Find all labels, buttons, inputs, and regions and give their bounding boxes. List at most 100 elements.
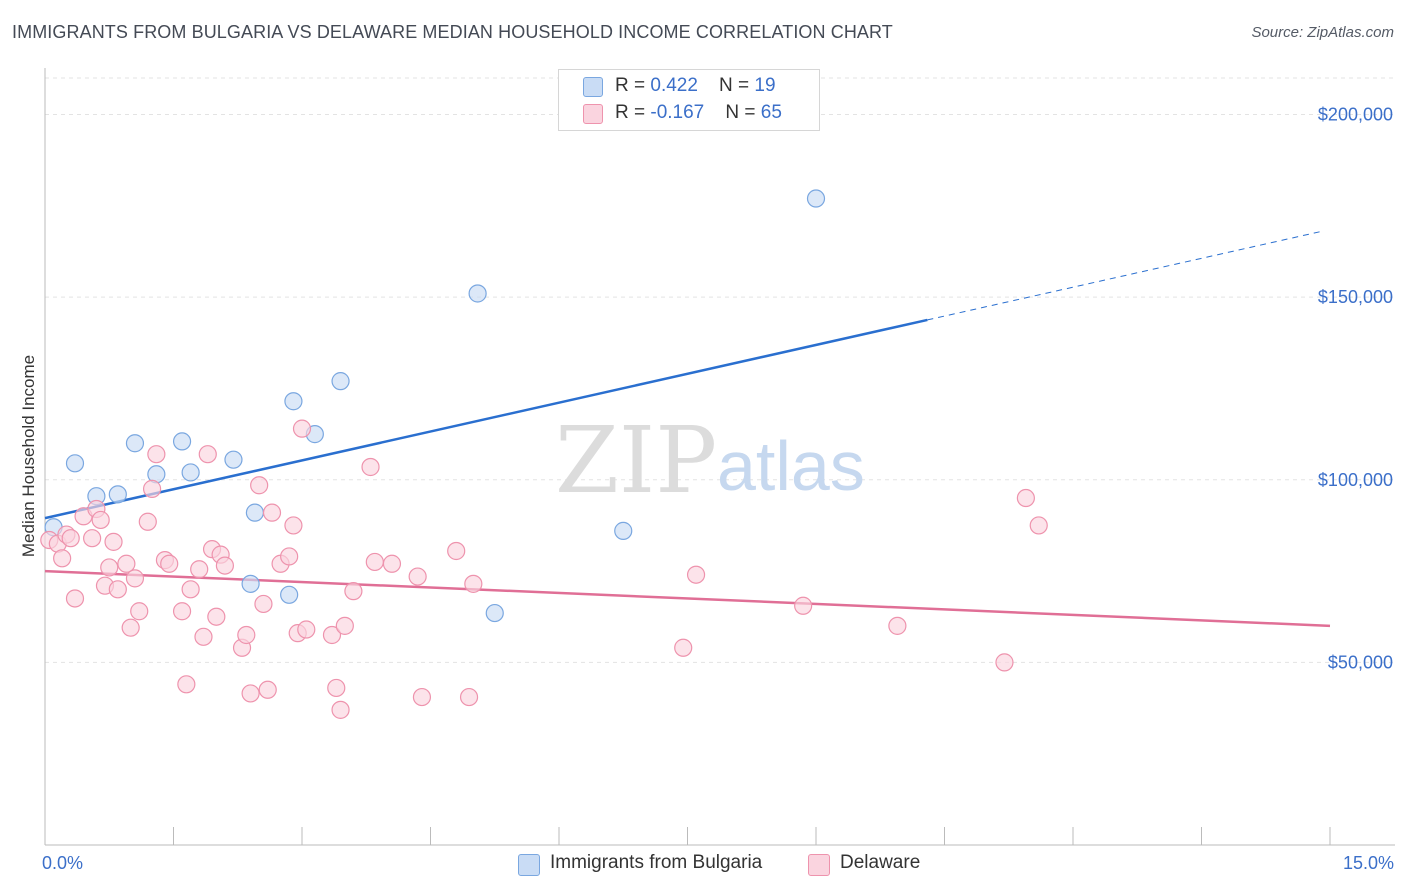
delaware-point: [121, 618, 140, 637]
delaware-point: [190, 560, 209, 579]
delaware-point: [65, 589, 85, 608]
bulgaria-point: [280, 585, 299, 604]
legend-n-label: N =: [725, 102, 761, 123]
bulgaria-trend-extension: [927, 230, 1322, 321]
delaware-point: [215, 556, 234, 575]
delaware-point: [1029, 516, 1048, 535]
x-tick-label: 15.0%: [1343, 853, 1394, 873]
delaware-point: [108, 580, 127, 599]
legend-n-label: N =: [719, 75, 755, 96]
bulgaria-point: [108, 485, 127, 504]
trend-lines: [44, 230, 1331, 628]
legend-r-label: R =: [615, 102, 651, 123]
delaware-point: [674, 638, 693, 657]
bulgaria-point: [241, 574, 260, 593]
delaware-point: [459, 687, 479, 707]
delaware-point: [284, 516, 303, 535]
source-label: Source: ZipAtlas.com: [1251, 24, 1394, 41]
delaware-point: [331, 700, 350, 719]
bulgaria-point: [65, 454, 85, 473]
delaware-point: [322, 625, 342, 645]
bulgaria-point: [614, 521, 633, 540]
watermark-atlas: atlas: [717, 427, 865, 505]
legend-swatch-delaware: [583, 104, 603, 124]
y-tick-label: $150,000: [1318, 287, 1393, 307]
delaware-point: [250, 476, 269, 495]
chart-title: IMMIGRANTS FROM BULGARIA VS DELAWARE MED…: [12, 22, 893, 42]
delaware-point: [117, 554, 136, 573]
delaware-point: [241, 684, 260, 703]
grid-lines: [45, 77, 1395, 663]
x-tick-label: 0.0%: [42, 853, 83, 873]
delaware-point: [1016, 488, 1035, 508]
delaware-point: [335, 616, 354, 635]
delaware-point: [138, 512, 157, 531]
bulgaria-point: [245, 503, 264, 522]
delaware-point: [412, 687, 432, 707]
bottom-legend-swatch-bulgaria: [518, 854, 540, 876]
delaware-point: [147, 445, 166, 464]
delaware-point: [198, 445, 217, 464]
delaware-point: [365, 552, 384, 572]
delaware-point: [297, 620, 316, 639]
legend-n-value: 65: [760, 102, 782, 123]
bulgaria-point: [468, 284, 487, 303]
delaware-point: [262, 503, 282, 522]
legend-box: R = 0.422 N = 19 R = -0.167 N = 65: [558, 69, 820, 131]
delaware-point: [160, 554, 179, 573]
delaware-point: [61, 529, 80, 548]
delaware-point: [408, 567, 427, 586]
delaware-point: [447, 541, 466, 561]
delaware-point: [53, 549, 72, 568]
y-tick-label: $100,000: [1318, 470, 1393, 490]
watermark-zip: ZIP: [555, 407, 717, 514]
bulgaria-point: [172, 432, 192, 451]
bulgaria-point: [125, 434, 145, 453]
delaware-point: [254, 594, 273, 614]
legend-r-label: R =: [615, 75, 651, 96]
data-points: [40, 189, 1048, 719]
y-tick-label: $200,000: [1318, 105, 1393, 125]
delaware-point: [91, 510, 110, 530]
delaware-point: [207, 607, 226, 626]
delaware-point: [125, 569, 145, 588]
bulgaria-point: [485, 603, 504, 623]
bulgaria-point: [806, 189, 826, 208]
delaware-point: [794, 596, 813, 615]
delaware-point: [464, 574, 483, 593]
delaware-trend-line: [44, 569, 1331, 628]
legend-swatch-bulgaria: [583, 77, 603, 97]
delaware-point: [344, 582, 363, 601]
bulgaria-point: [181, 463, 200, 482]
delaware-point: [172, 602, 192, 621]
y-tick-label: $50,000: [1328, 652, 1393, 672]
delaware-point: [888, 616, 907, 635]
delaware-point: [237, 625, 256, 645]
tick-labels: $50,000 $100,000 $150,000 $200,000 0.0% 15.0%: [42, 105, 1394, 873]
legend-r-value: -0.167: [650, 102, 705, 123]
bulgaria-point: [331, 372, 350, 391]
bottom-legend-swatch-delaware: [808, 854, 830, 876]
delaware-point: [181, 580, 200, 599]
bottom-legend-label-bulgaria: Immigrants from Bulgaria: [550, 852, 763, 873]
bulgaria-trend-line: [44, 318, 928, 520]
delaware-point: [83, 529, 102, 548]
delaware-point: [177, 675, 196, 694]
legend-n-value: 19: [754, 75, 776, 96]
delaware-point: [361, 457, 380, 477]
delaware-point: [995, 653, 1014, 672]
axes: [44, 68, 1395, 846]
delaware-point: [100, 558, 119, 577]
delaware-point: [382, 554, 402, 573]
legend-r-value: 0.422: [650, 75, 698, 96]
delaware-point: [104, 532, 123, 551]
delaware-point: [686, 565, 706, 584]
delaware-point: [327, 678, 346, 698]
delaware-point: [292, 419, 312, 438]
delaware-point: [258, 680, 277, 699]
bulgaria-point: [284, 392, 303, 411]
delaware-point: [142, 479, 162, 498]
bulgaria-point: [224, 450, 243, 469]
delaware-point: [130, 602, 149, 621]
